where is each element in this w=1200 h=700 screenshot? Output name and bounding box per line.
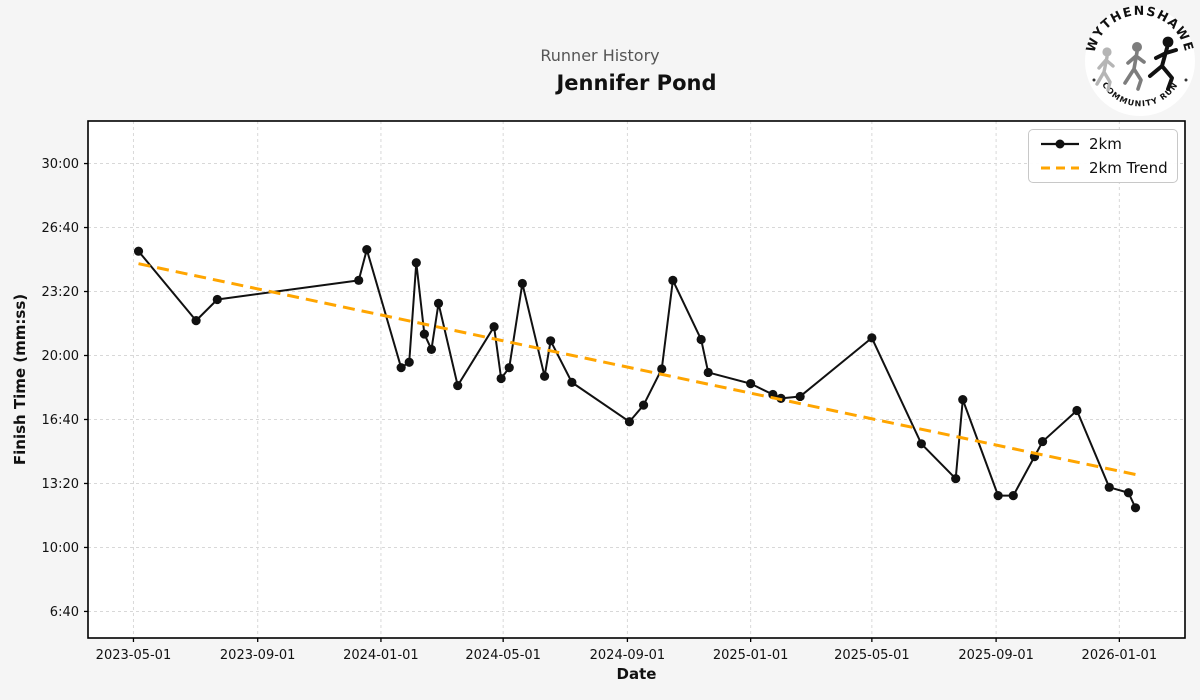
legend-label: 2km [1089,135,1122,153]
data-point [411,258,421,268]
y-tick-label: 13:20 [42,477,79,492]
x-tick-label: 2025-01-01 [713,648,789,663]
data-point [396,363,406,373]
dashed-line-sample-icon [1041,166,1079,170]
data-point [1123,488,1134,498]
data-point [958,395,968,405]
x-axis-label: Date [617,665,657,683]
data-point [362,245,372,255]
data-point [191,316,201,326]
y-tick-label: 23:20 [42,285,79,300]
y-tick-label: 16:40 [42,413,79,428]
data-point [517,278,527,289]
data-point [703,367,713,378]
x-tick-label: 2026-01-01 [1082,648,1158,663]
plot-border [87,120,1186,639]
data-point [624,417,635,427]
chart-subtitle: Runner History [540,46,660,65]
data-point [916,439,926,449]
data-point [1130,503,1141,513]
data-point [696,334,706,345]
badge-dot-left [1092,78,1096,82]
x-tick-label: 2024-09-01 [590,648,666,663]
x-tick-label: 2024-05-01 [465,648,541,663]
y-tick-label: 20:00 [42,349,79,364]
data-point [1072,405,1082,416]
x-tick-label: 2024-01-01 [343,648,419,663]
runner-silhouette-gray-icon [1123,42,1146,91]
y-axis-label: Finish Time (mm:ss) [11,294,29,465]
data-point [212,294,222,305]
logo-wythenshawe-badge: WYTHENSHAWE COMMUNITY RUN [1083,3,1196,116]
y-tick-label: 30:00 [42,157,79,172]
data-point [1104,482,1114,492]
data-point [354,275,364,285]
data-point [795,391,805,402]
x-tick-label: 2023-09-01 [220,648,296,663]
data-point [657,364,667,374]
data-point [133,246,144,256]
data-point [433,298,444,308]
x-tick-label: 2025-05-01 [834,648,910,663]
legend-item-2km-trend: 2km Trend [1029,159,1177,177]
data-point [638,400,649,410]
data-point [489,322,499,332]
data-point [453,380,463,391]
data-point [951,474,961,484]
runner-silhouette-black-icon [1148,36,1178,91]
data-point [539,371,550,381]
runner-silhouette-light-icon [1095,47,1115,92]
data-point [546,336,556,346]
data-point [504,363,514,373]
data-point [567,377,577,387]
line-marker-sample-icon [1041,139,1079,149]
data-point [496,373,506,384]
data-point [1037,436,1048,447]
data-point [993,491,1003,501]
badge-dot-right [1184,78,1188,82]
y-tick-label: 10:00 [42,541,79,556]
page-title: Jennifer Pond [556,71,717,95]
data-point [1008,491,1018,501]
legend-item-2km: 2km [1029,135,1177,153]
data-point [419,329,429,339]
data-point [426,344,437,355]
chart-legend: 2km 2km Trend [1028,129,1178,183]
data-point [404,357,414,367]
y-tick-label: 26:40 [42,221,79,236]
legend-label: 2km Trend [1089,159,1168,177]
data-point [668,275,678,285]
x-tick-label: 2025-09-01 [958,648,1034,663]
plot-area [88,121,1185,638]
x-tick-label: 2023-05-01 [96,648,172,663]
y-tick-label: 6:40 [50,605,79,620]
data-point [746,379,756,389]
data-point [867,333,877,343]
